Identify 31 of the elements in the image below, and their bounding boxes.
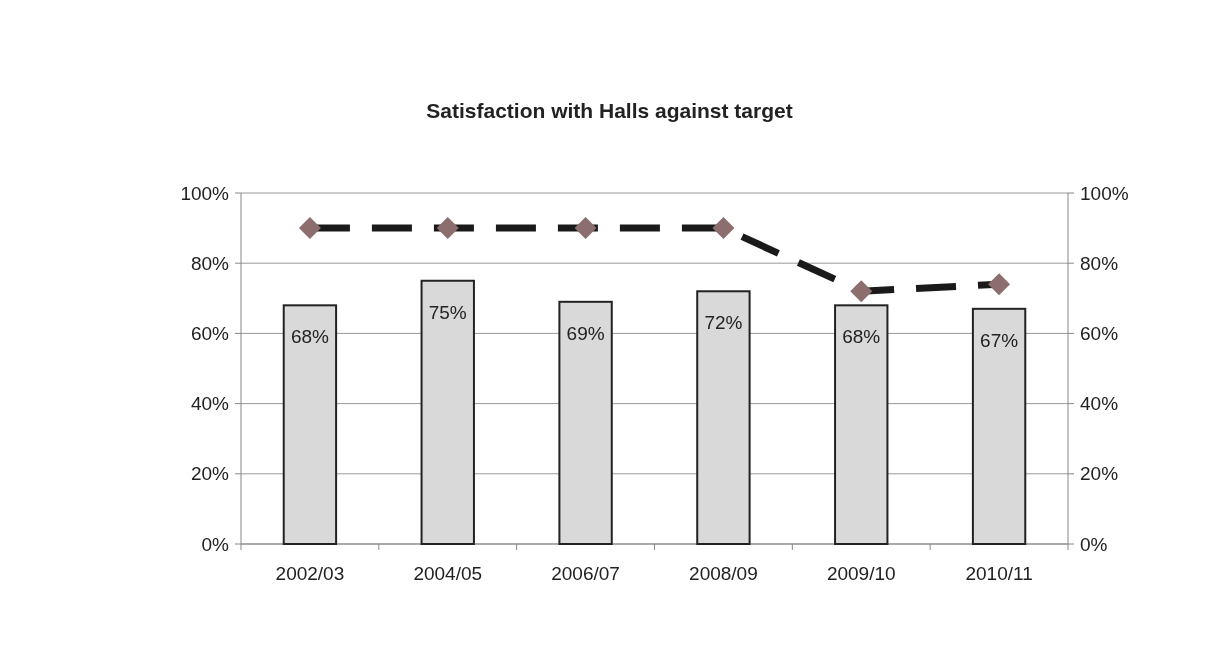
x-tick-label: 2002/03 [275, 563, 345, 584]
y2-tick-label: 0% [1080, 533, 1108, 555]
data-label: 72% [704, 312, 743, 334]
y-tick-label: 80% [190, 252, 230, 274]
data-label: 67% [980, 329, 1019, 351]
y-tick-label: 20% [190, 463, 230, 485]
y-tick-label: 60% [190, 323, 230, 345]
y2-tick-label: 20% [1080, 463, 1119, 485]
x-tick-label: 2009/10 [826, 563, 896, 584]
y2-tick-label: 100% [1080, 182, 1129, 204]
bar [971, 307, 1027, 545]
y2-tick-label: 40% [1080, 393, 1119, 415]
x-tick-label: 2010/11 [965, 563, 1033, 584]
data-label: 69% [566, 322, 605, 344]
y-tick-label: 100% [180, 182, 230, 204]
x-tick-label: 2006/07 [551, 563, 620, 584]
x-tick-label: 2008/09 [689, 563, 758, 584]
y2-tick-label: 80% [1080, 252, 1119, 274]
x-tick-label: 2004/05 [413, 563, 483, 584]
bar [282, 304, 338, 545]
chart-title: Satisfaction with Halls against target [426, 99, 793, 122]
bar [696, 290, 751, 545]
bar [420, 279, 475, 545]
data-label: 68% [842, 326, 881, 348]
bar [558, 300, 613, 545]
y-tick-label: 40% [190, 393, 230, 415]
y-tick-label: 0% [201, 533, 230, 555]
data-label: 68% [290, 326, 330, 348]
bar [834, 304, 889, 545]
data-label: 75% [428, 301, 467, 323]
y2-tick-label: 60% [1080, 323, 1119, 345]
